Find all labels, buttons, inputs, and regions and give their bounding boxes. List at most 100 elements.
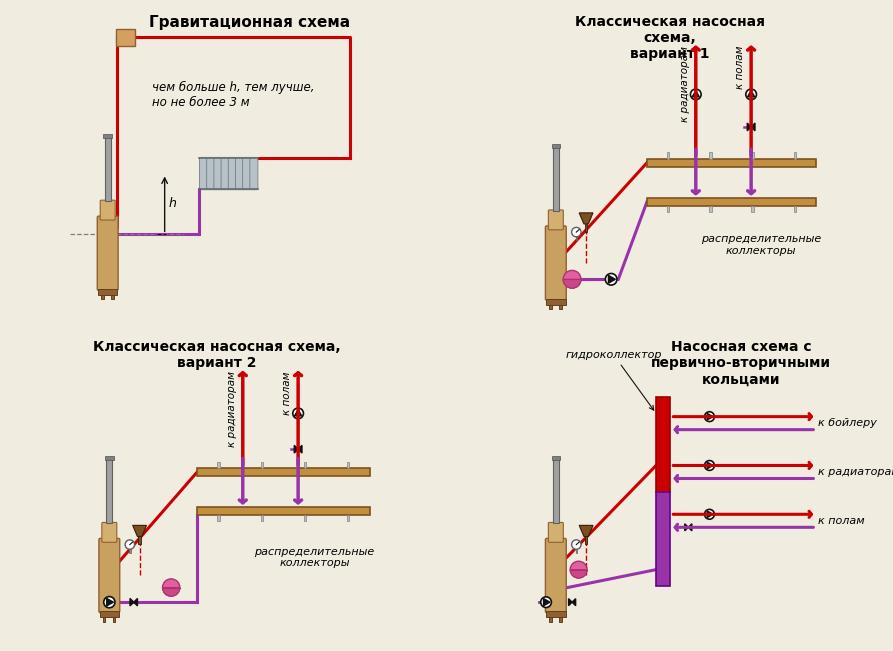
Bar [116, 29, 135, 46]
Polygon shape [580, 213, 593, 224]
Polygon shape [544, 599, 550, 605]
FancyBboxPatch shape [546, 226, 566, 300]
Bar [751, 206, 754, 212]
Bar [106, 458, 113, 523]
FancyBboxPatch shape [99, 538, 120, 613]
FancyBboxPatch shape [548, 210, 563, 230]
Polygon shape [580, 525, 593, 536]
Bar [197, 468, 370, 476]
Bar [549, 305, 552, 309]
Bar [111, 295, 113, 299]
Bar [559, 305, 562, 309]
Bar [656, 492, 671, 586]
Bar [709, 206, 712, 212]
Bar [129, 549, 130, 553]
Polygon shape [608, 275, 615, 283]
Bar [101, 295, 104, 299]
Bar [575, 236, 577, 240]
Text: гидроколлектор: гидроколлектор [565, 350, 662, 410]
Circle shape [705, 460, 714, 471]
Bar [104, 134, 112, 138]
Bar [559, 617, 562, 622]
Wedge shape [563, 279, 581, 288]
Circle shape [541, 597, 551, 607]
Bar [794, 206, 797, 212]
Bar [261, 462, 263, 468]
FancyBboxPatch shape [100, 200, 115, 220]
Bar [585, 224, 588, 232]
Circle shape [104, 596, 115, 608]
Text: к радиаторам: к радиаторам [680, 46, 690, 122]
Polygon shape [692, 90, 699, 97]
Circle shape [690, 89, 701, 100]
Polygon shape [747, 123, 751, 131]
Polygon shape [130, 598, 134, 606]
Bar [304, 462, 306, 468]
FancyBboxPatch shape [250, 158, 258, 189]
Bar [553, 146, 559, 211]
Circle shape [563, 270, 581, 288]
Text: Гравитационная схема: Гравитационная схема [149, 14, 350, 30]
Bar [105, 456, 113, 460]
Bar [546, 299, 565, 305]
Bar [656, 397, 671, 492]
FancyBboxPatch shape [206, 158, 214, 189]
Polygon shape [707, 413, 714, 420]
FancyBboxPatch shape [221, 158, 230, 189]
Polygon shape [298, 445, 302, 453]
Bar [261, 515, 263, 521]
Bar [197, 507, 370, 515]
Polygon shape [295, 409, 302, 416]
FancyBboxPatch shape [199, 158, 207, 189]
FancyBboxPatch shape [548, 522, 563, 542]
Bar [575, 549, 577, 553]
FancyBboxPatch shape [214, 158, 222, 189]
Bar [138, 536, 141, 544]
FancyBboxPatch shape [97, 216, 118, 290]
Text: Классическая насосная
схема,
вариант 1: Классическая насосная схема, вариант 1 [575, 14, 764, 61]
Bar [549, 617, 552, 622]
Wedge shape [163, 587, 179, 596]
Text: h: h [169, 197, 177, 210]
Polygon shape [572, 599, 576, 605]
Circle shape [163, 579, 179, 596]
Bar [552, 144, 560, 148]
Text: Классическая насосная схема,
вариант 2: Классическая насосная схема, вариант 2 [93, 340, 340, 370]
Text: к бойлеру: к бойлеру [818, 418, 877, 428]
Bar [553, 458, 559, 523]
Circle shape [571, 561, 587, 578]
Polygon shape [133, 525, 146, 536]
Bar [647, 198, 816, 206]
Circle shape [705, 509, 714, 519]
Polygon shape [689, 524, 692, 531]
Circle shape [572, 540, 581, 549]
FancyBboxPatch shape [236, 158, 244, 189]
Text: Насосная схема с
первично-вторичными
кольцами: Насосная схема с первично-вторичными кол… [651, 340, 831, 387]
Polygon shape [294, 445, 298, 453]
Polygon shape [707, 511, 714, 518]
Polygon shape [685, 524, 689, 531]
Bar [218, 515, 220, 521]
Circle shape [605, 273, 617, 285]
Text: распределительные
коллекторы: распределительные коллекторы [255, 547, 374, 568]
Bar [104, 136, 111, 201]
Bar [546, 611, 565, 617]
Text: чем больше h, тем лучше,
но не более 3 м: чем больше h, тем лучше, но не более 3 м [152, 81, 314, 109]
Bar [218, 462, 220, 468]
Circle shape [746, 89, 756, 100]
Bar [667, 152, 670, 159]
Bar [585, 536, 588, 544]
Text: к полам: к полам [282, 371, 292, 415]
FancyBboxPatch shape [243, 158, 251, 189]
Text: распределительные
коллекторы: распределительные коллекторы [701, 234, 821, 256]
Bar [647, 159, 816, 167]
Text: к радиаторам: к радиаторам [818, 467, 893, 477]
Polygon shape [751, 123, 755, 131]
Circle shape [125, 540, 135, 549]
Bar [346, 515, 349, 521]
Polygon shape [569, 599, 572, 605]
Bar [346, 462, 349, 468]
Polygon shape [106, 598, 113, 606]
Polygon shape [747, 90, 755, 97]
Circle shape [705, 411, 714, 422]
